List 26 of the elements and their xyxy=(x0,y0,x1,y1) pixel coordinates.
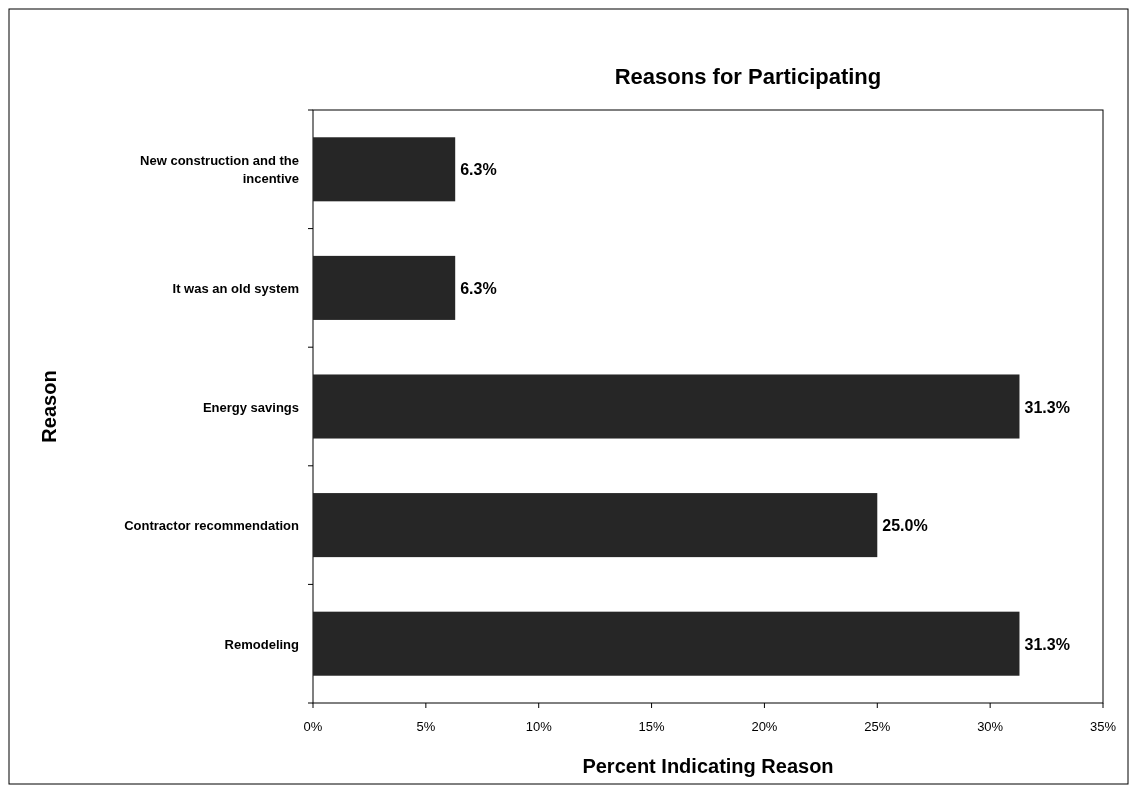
x-tick-label: 20% xyxy=(751,719,778,734)
x-tick-label: 35% xyxy=(1089,719,1117,734)
y-tick-label: New construction and the incentive xyxy=(140,153,299,187)
x-tick-label: 30% xyxy=(977,719,1004,734)
chart-title: Reasons for Participating xyxy=(614,64,882,89)
x-tick-label: 0% xyxy=(303,719,323,734)
data-label: 6.3% xyxy=(460,161,497,179)
x-tick-label: 15% xyxy=(638,719,666,734)
x-tick-label: 5% xyxy=(416,719,436,734)
x-tick-label: 25% xyxy=(864,719,891,734)
y-tick-label: Remodeling xyxy=(224,636,300,652)
bar xyxy=(313,374,1020,439)
bar xyxy=(313,137,456,202)
data-label: 31.3% xyxy=(1024,398,1070,416)
y-tick-label: It was an old system xyxy=(172,280,299,296)
bar xyxy=(313,493,878,558)
y-tick-label: Contractor recommendation xyxy=(124,518,300,534)
data-label: 31.3% xyxy=(1024,635,1070,653)
bar xyxy=(313,255,456,320)
data-label: 25.0% xyxy=(882,517,928,535)
data-label: 6.3% xyxy=(460,279,497,297)
x-tick-label: 10% xyxy=(525,719,553,734)
x-axis-title: Percent Indicating Reason xyxy=(582,755,834,777)
y-tick-label: Energy savings xyxy=(202,399,299,415)
y-axis-title: Reason xyxy=(38,370,60,443)
bar xyxy=(313,611,1020,676)
